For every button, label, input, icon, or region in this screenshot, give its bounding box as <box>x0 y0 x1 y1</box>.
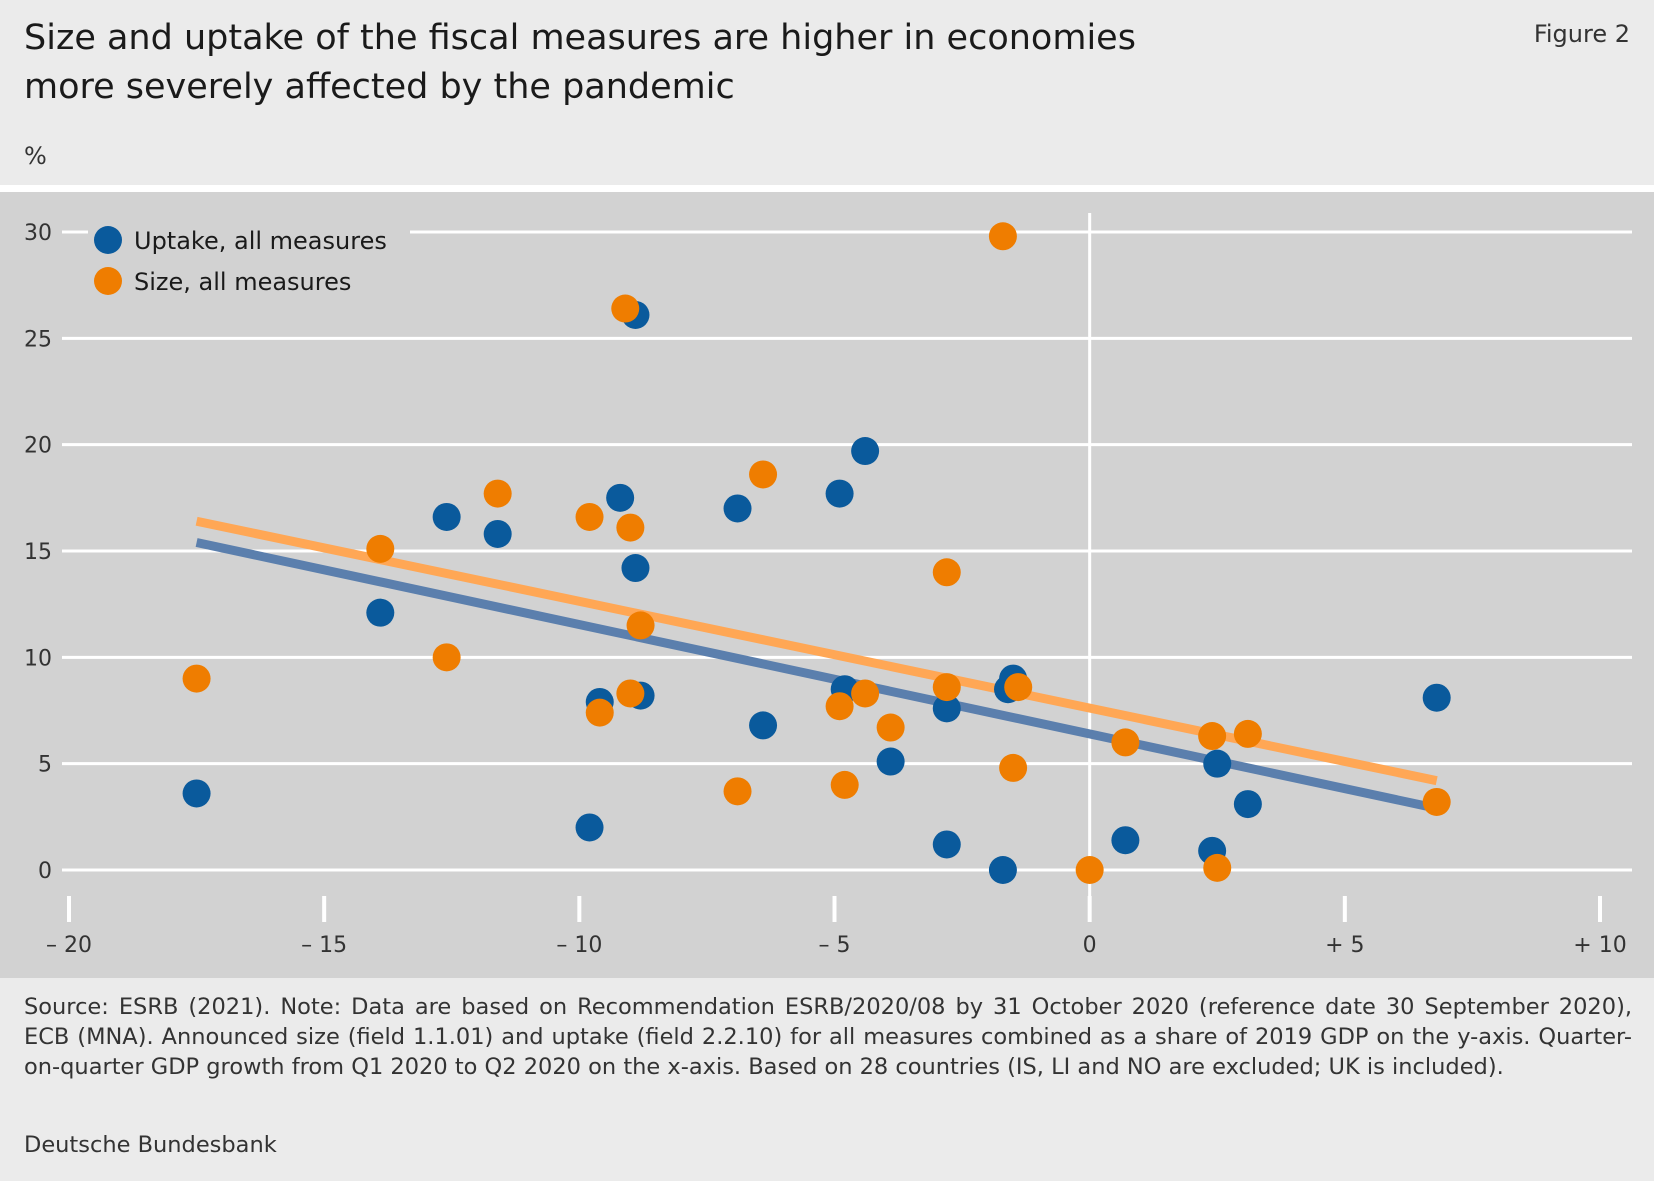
chart-title: Size and uptake of the fiscal measures a… <box>24 18 1136 107</box>
point-uptake <box>483 519 512 548</box>
point-uptake <box>932 694 961 723</box>
legend-label-size: Size, all measures <box>134 268 351 296</box>
y-tick-label: 20 <box>24 434 52 459</box>
publisher-label: Deutsche Bundesbank <box>24 1132 277 1158</box>
point-uptake <box>749 711 778 740</box>
point-size <box>1004 673 1033 702</box>
x-tick-label: – 10 <box>556 933 602 958</box>
legend: Uptake, all measures Size, all measures <box>88 223 410 298</box>
point-uptake <box>1422 683 1451 712</box>
point-uptake <box>876 747 905 776</box>
point-uptake <box>825 479 854 508</box>
point-size <box>825 692 854 721</box>
point-uptake <box>1111 826 1140 855</box>
x-tick-label: + 10 <box>1573 933 1626 958</box>
point-size <box>616 513 645 542</box>
point-size <box>182 664 211 693</box>
point-size <box>585 698 614 727</box>
point-size <box>1111 728 1140 757</box>
point-uptake <box>723 494 752 523</box>
source-note: Source: ESRB (2021). Note: Data are base… <box>24 994 1632 1080</box>
y-unit-label: % <box>24 142 47 170</box>
point-uptake <box>432 502 461 531</box>
point-uptake <box>851 437 880 466</box>
trend-lines <box>195 516 1438 813</box>
point-size <box>616 679 645 708</box>
point-size <box>1203 853 1232 882</box>
legend-label-uptake: Uptake, all measures <box>134 227 387 255</box>
x-tick-label: – 15 <box>301 933 347 958</box>
axes: 0 5 10 15 20 25 30 – 20 – 15 – 10 – 5 0 + 5 + 10 <box>24 221 1627 958</box>
x-tick-label: + 5 <box>1325 933 1364 958</box>
point-size <box>1233 719 1262 748</box>
plot-area <box>0 185 1654 978</box>
point-uptake <box>575 813 604 842</box>
legend-bg <box>88 264 410 298</box>
point-size <box>876 713 905 742</box>
point-size <box>851 679 880 708</box>
point-size <box>932 673 961 702</box>
legend-bg <box>88 223 410 257</box>
figure-label: Figure 2 <box>1533 20 1630 48</box>
x-tick-label: – 20 <box>46 933 92 958</box>
x-tick-label: 0 <box>1083 933 1097 958</box>
point-size <box>626 611 655 640</box>
point-size <box>1198 722 1227 751</box>
point-uptake <box>1233 790 1262 819</box>
legend-marker-uptake <box>94 226 122 254</box>
point-uptake <box>988 856 1017 884</box>
trend-line-uptake <box>195 538 1438 813</box>
point-uptake <box>366 598 395 627</box>
legend-marker-size <box>94 267 122 295</box>
point-size <box>830 770 859 799</box>
point-size <box>932 558 961 587</box>
y-tick-label: 5 <box>38 753 52 778</box>
point-size <box>1075 856 1104 884</box>
point-size <box>432 643 461 672</box>
y-tick-label: 30 <box>24 221 52 246</box>
trend-line-size <box>195 516 1438 786</box>
point-size <box>366 534 395 563</box>
x-tick-label: – 5 <box>819 933 851 958</box>
point-uptake <box>621 554 650 583</box>
point-uptake <box>182 779 211 808</box>
point-size <box>1422 787 1451 816</box>
data-points <box>182 222 1451 884</box>
y-tick-label: 0 <box>38 859 52 884</box>
grid-lines <box>62 230 1632 872</box>
y-tick-label: 25 <box>24 327 52 352</box>
point-uptake <box>606 483 635 512</box>
point-size <box>611 294 640 323</box>
y-tick-label: 10 <box>24 646 52 671</box>
y-tick-label: 15 <box>24 540 52 565</box>
point-size <box>999 753 1028 782</box>
point-size <box>749 460 778 489</box>
point-uptake <box>932 830 961 859</box>
point-size <box>988 222 1017 251</box>
point-size <box>575 502 604 531</box>
point-size <box>723 777 752 806</box>
point-uptake <box>1203 749 1232 778</box>
point-size <box>483 479 512 508</box>
